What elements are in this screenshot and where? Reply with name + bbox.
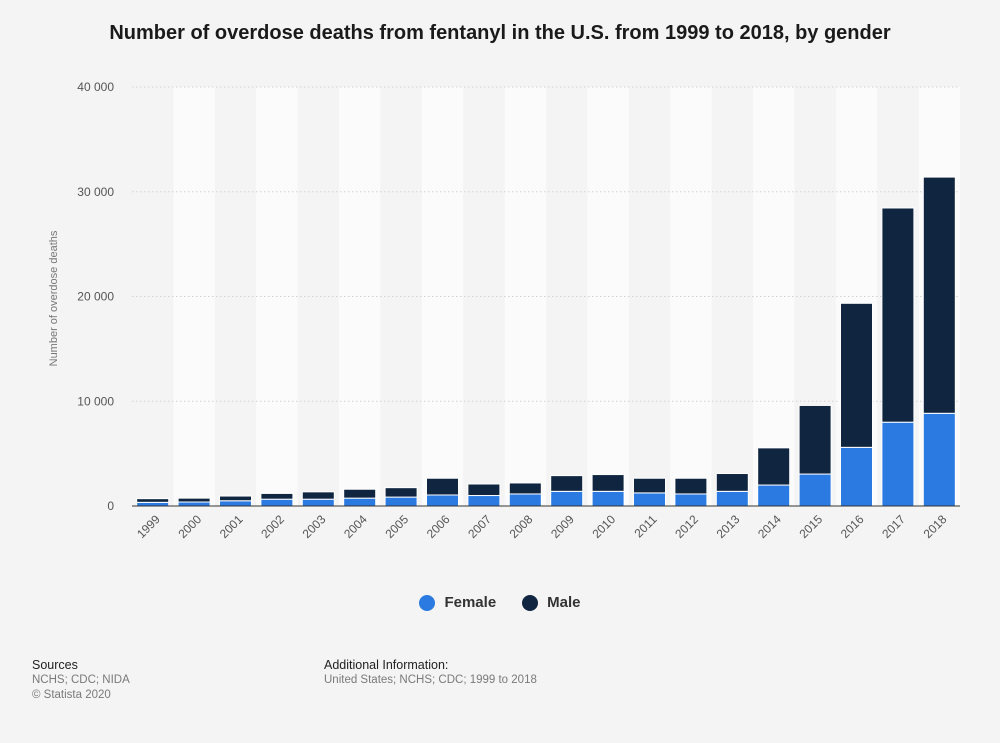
bar-female-2018 xyxy=(922,412,956,507)
bar-female-2014 xyxy=(757,484,791,507)
y-tick-label: 10 000 xyxy=(77,394,114,408)
x-tick-label: 2013 xyxy=(714,512,743,541)
bar-female-2016 xyxy=(840,446,873,507)
bar-female-2004 xyxy=(343,497,377,507)
x-tick-label: 2006 xyxy=(424,512,453,541)
bar-female-2001 xyxy=(219,500,252,507)
legend-swatch-female xyxy=(419,594,436,611)
bar-male-2017 xyxy=(881,207,915,423)
legend-item-male[interactable]: Male xyxy=(522,594,581,611)
bar-male-2000 xyxy=(177,497,211,503)
legend-swatch-male xyxy=(522,594,539,611)
bar-male-2002 xyxy=(260,492,294,500)
x-tick-label: 2011 xyxy=(631,512,659,540)
chart-title: Number of overdose deaths from fentanyl … xyxy=(109,22,891,44)
y-tick-label: 20 000 xyxy=(77,290,114,304)
bar-female-2007 xyxy=(467,495,501,507)
bar-female-2013 xyxy=(715,490,749,507)
bar-female-2006 xyxy=(426,494,459,507)
bar-male-2013 xyxy=(715,473,749,492)
bar-male-2004 xyxy=(343,488,377,499)
bar-female-2009 xyxy=(550,490,584,507)
x-tick-label: 2015 xyxy=(796,512,825,541)
bar-male-2016 xyxy=(840,302,873,448)
bar-female-2005 xyxy=(384,496,418,507)
y-tick-label: 40 000 xyxy=(77,80,114,94)
sources-block: Sources NCHS; CDC; NIDA © Statista 2020 xyxy=(32,658,130,703)
bar-female-2002 xyxy=(260,498,294,507)
sources-line-2: © Statista 2020 xyxy=(32,689,111,701)
x-tick-label: 2008 xyxy=(507,512,536,541)
bar-male-2010 xyxy=(591,474,625,492)
sources-heading: Sources xyxy=(32,658,78,672)
additional-info-block: Additional Information: United States; N… xyxy=(324,658,537,688)
column-band xyxy=(753,87,795,506)
x-tick-label: 2010 xyxy=(589,512,618,541)
bar-female-2015 xyxy=(798,473,832,507)
x-tick-label: 2007 xyxy=(465,512,494,541)
bar-male-1999 xyxy=(136,498,170,503)
legend-label-female: Female xyxy=(444,594,497,611)
x-tick-label: 2003 xyxy=(300,512,329,541)
bar-male-2018 xyxy=(922,176,956,414)
bar-male-2012 xyxy=(674,477,708,495)
bar-male-2008 xyxy=(508,482,542,495)
additional-info-heading: Additional Information: xyxy=(324,658,449,672)
bar-male-2007 xyxy=(467,483,501,497)
bar-female-2012 xyxy=(674,493,708,507)
x-tick-label: 2016 xyxy=(838,512,867,541)
x-tick-label: 2001 xyxy=(217,512,246,541)
bar-male-2005 xyxy=(384,487,418,498)
x-tick-label: 2014 xyxy=(755,512,784,541)
bar-male-2009 xyxy=(550,475,584,492)
bar-female-2003 xyxy=(301,498,335,507)
additional-info-text: United States; NCHS; CDC; 1999 to 2018 xyxy=(324,674,537,686)
x-tick-label: 2017 xyxy=(879,512,908,541)
x-tick-label: 2000 xyxy=(175,512,204,541)
bar-female-2010 xyxy=(591,490,625,507)
x-tick-label: 2005 xyxy=(382,512,411,541)
x-tick-label: 2004 xyxy=(341,512,370,541)
legend-label-male: Male xyxy=(547,594,581,611)
bar-female-1999 xyxy=(136,501,170,507)
x-tick-label: 2002 xyxy=(258,512,287,541)
x-tick-label: 2018 xyxy=(921,512,950,541)
bar-female-2017 xyxy=(881,421,915,507)
bar-male-2001 xyxy=(219,495,252,502)
bar-male-2011 xyxy=(633,477,666,494)
x-tick-label: 1999 xyxy=(134,512,163,541)
bar-female-2008 xyxy=(508,493,542,507)
bar-male-2003 xyxy=(301,491,335,500)
x-tick-label: 2009 xyxy=(548,512,577,541)
sources-line-1: NCHS; CDC; NIDA xyxy=(32,674,130,686)
bar-male-2006 xyxy=(426,477,459,496)
x-tick-label: 2012 xyxy=(672,512,701,541)
legend-item-female[interactable]: Female xyxy=(419,594,496,611)
bar-male-2015 xyxy=(798,404,832,475)
bar-female-2000 xyxy=(177,501,211,507)
bar-female-2011 xyxy=(633,492,666,507)
legend: Female Male xyxy=(0,594,1000,611)
y-tick-label: 30 000 xyxy=(77,185,114,199)
y-tick-label: 0 xyxy=(107,499,114,513)
y-axis-title: Number of overdose deaths xyxy=(48,230,60,366)
bar-male-2014 xyxy=(757,447,791,486)
